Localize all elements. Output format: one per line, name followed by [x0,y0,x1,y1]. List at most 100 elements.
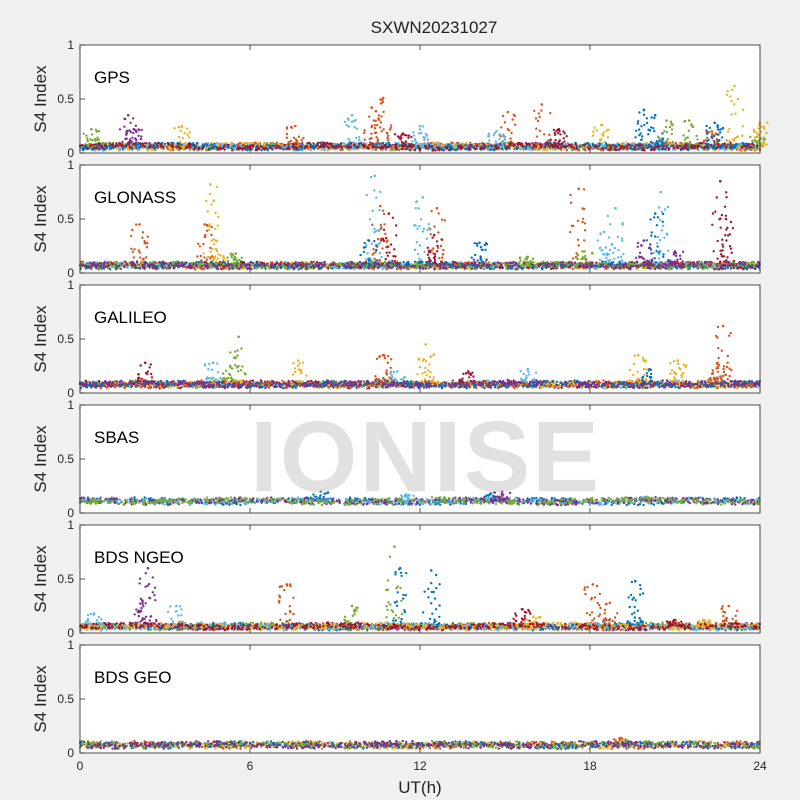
data-point [233,144,236,147]
data-point [183,131,186,135]
data-point [422,136,425,139]
data-point [480,147,483,151]
data-point [733,146,736,149]
data-point [135,223,138,226]
data-point [555,129,558,133]
data-point [729,143,732,146]
data-point [389,149,392,152]
data-point [582,217,585,220]
data-point [206,142,210,145]
data-point [407,136,410,139]
data-point [96,146,99,149]
data-point [260,145,263,148]
data-point [327,146,331,149]
data-point [651,144,654,147]
data-point [664,125,668,129]
data-point [569,201,573,204]
data-point [257,141,260,145]
data-point [633,146,636,149]
data-point [360,141,363,144]
data-point [85,146,88,149]
data-point [548,133,551,137]
data-point [644,144,648,147]
data-point [445,145,449,149]
data-point [209,250,212,253]
data-point [528,143,532,146]
data-point [421,125,425,128]
data-point [497,147,500,150]
data-point [394,143,397,147]
data-point [391,143,394,147]
data-point [600,138,603,141]
data-point [432,142,435,145]
data-point [716,142,720,146]
data-point [423,144,427,148]
data-point [634,136,637,139]
data-point [713,139,716,143]
data-point [696,138,699,141]
data-point [363,138,366,141]
data-point [140,128,143,132]
peak-point [126,113,130,117]
data-point [493,144,496,148]
data-point [178,142,181,145]
data-point [362,145,366,149]
data-point [131,136,134,139]
data-point [188,148,192,151]
data-point [662,141,665,144]
data-point [212,242,216,246]
data-point [546,147,549,151]
data-point [90,133,94,136]
data-point [381,209,385,212]
data-point [248,141,251,145]
data-point [134,124,138,128]
data-point [219,254,222,257]
data-point [653,129,656,133]
data-point [716,124,719,128]
data-point [197,242,200,245]
data-point [660,143,663,146]
data-point [141,231,145,234]
data-point [197,147,200,150]
data-point [376,138,379,141]
data-point [430,210,433,213]
data-point [205,199,208,203]
data-point [605,129,608,132]
data-point [413,148,417,152]
data-point [736,97,739,101]
data-point [340,142,343,145]
data-point [589,145,592,148]
data-point [179,129,182,133]
data-point [376,238,380,241]
data-point [199,254,202,258]
data-point [584,148,587,152]
data-point [652,148,655,151]
data-point [123,117,126,120]
data-point [719,146,723,149]
data-point [429,233,432,236]
data-point [717,139,720,142]
data-point [133,142,136,146]
data-point [632,142,636,145]
data-point [728,139,731,142]
data-point [440,147,444,150]
data-point [421,143,425,146]
data-point [303,146,307,150]
data-point [153,145,156,149]
data-point [492,134,495,137]
data-point [390,146,393,149]
data-point [636,144,639,147]
peak-point [138,223,141,226]
data-point [540,109,543,112]
data-point [385,240,388,243]
data-point [657,148,661,151]
data-point [387,134,390,137]
data-point [210,233,213,237]
data-point [300,144,304,147]
data-point [408,148,412,152]
data-point [561,142,564,145]
data-point [314,144,318,148]
data-point [141,144,144,148]
data-point [496,145,499,148]
data-point [209,257,212,260]
